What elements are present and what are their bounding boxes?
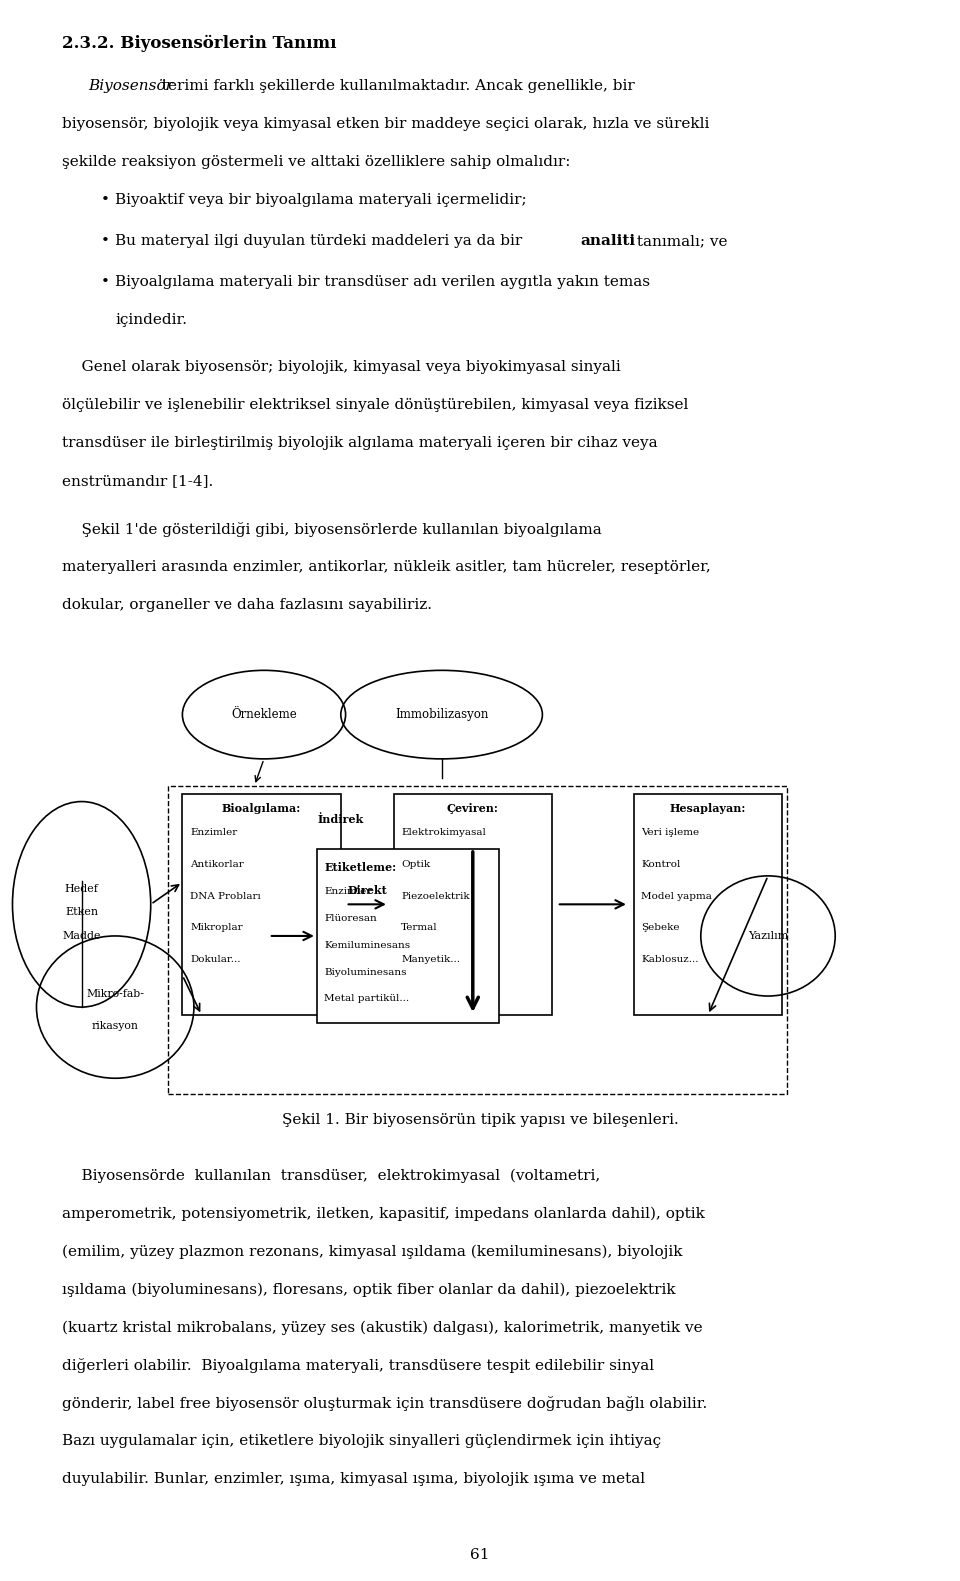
Text: Flüoresan: Flüoresan bbox=[324, 914, 377, 923]
Text: Madde: Madde bbox=[62, 931, 101, 941]
Text: Genel olarak biyosensör; biyolojik, kimyasal veya biyokimyasal sinyali: Genel olarak biyosensör; biyolojik, kimy… bbox=[62, 360, 621, 375]
Text: Termal: Termal bbox=[401, 923, 438, 933]
Text: ölçülebilir ve işlenebilir elektriksel sinyale dönüştürebilen, kimyasal veya fiz: ölçülebilir ve işlenebilir elektriksel s… bbox=[62, 398, 688, 413]
Text: Hesaplayan:: Hesaplayan: bbox=[670, 803, 746, 814]
Text: Etiketleme:: Etiketleme: bbox=[324, 862, 396, 873]
Text: Optik: Optik bbox=[401, 860, 430, 870]
Text: enstrümandır [1-4].: enstrümandır [1-4]. bbox=[62, 474, 214, 489]
Text: Mikro-fab-: Mikro-fab- bbox=[86, 990, 144, 999]
FancyBboxPatch shape bbox=[634, 794, 782, 1015]
Text: •: • bbox=[101, 193, 109, 207]
Text: Piezoelektrik: Piezoelektrik bbox=[401, 892, 469, 901]
Text: Biyosensörde  kullanılan  transdüser,  elektrokimyasal  (voltametri,: Biyosensörde kullanılan transdüser, elek… bbox=[62, 1168, 601, 1183]
Text: transdüser ile birleştirilmiş biyolojik algılama materyali içeren bir cihaz veya: transdüser ile birleştirilmiş biyolojik … bbox=[62, 436, 658, 451]
Text: Metal partikül...: Metal partikül... bbox=[324, 994, 410, 1004]
Text: amperometrik, potensiyometrik, iletken, kapasitif, impedans olanlarda dahil), op: amperometrik, potensiyometrik, iletken, … bbox=[62, 1206, 706, 1221]
Text: Bioalgılama:: Bioalgılama: bbox=[222, 803, 301, 814]
Text: içindedir.: içindedir. bbox=[115, 313, 187, 327]
Text: Biyosensör: Biyosensör bbox=[88, 79, 173, 93]
Text: Biyoalgılama materyali bir transdüser adı verilen aygıtla yakın temas: Biyoalgılama materyali bir transdüser ad… bbox=[115, 275, 650, 289]
Text: şekilde reaksiyon göstermeli ve alttaki özelliklere sahip olmalıdır:: şekilde reaksiyon göstermeli ve alttaki … bbox=[62, 155, 571, 169]
Text: •: • bbox=[101, 275, 109, 289]
Text: Hedef: Hedef bbox=[64, 884, 99, 893]
Text: rikasyon: rikasyon bbox=[92, 1021, 138, 1031]
Text: Mikroplar: Mikroplar bbox=[190, 923, 243, 933]
Text: Manyetik...: Manyetik... bbox=[401, 955, 460, 964]
Text: duyulabilir. Bunlar, enzimler, ışıma, kimyasal ışıma, biyolojik ışıma ve metal: duyulabilir. Bunlar, enzimler, ışıma, ki… bbox=[62, 1472, 645, 1486]
Text: analiti: analiti bbox=[581, 234, 636, 248]
FancyBboxPatch shape bbox=[168, 786, 787, 1094]
Text: Şebeke: Şebeke bbox=[641, 923, 680, 933]
Text: Veri işleme: Veri işleme bbox=[641, 828, 700, 838]
Text: materyalleri arasında enzimler, antikorlar, nükleik asitler, tam hücreler, resep: materyalleri arasında enzimler, antikorl… bbox=[62, 560, 711, 574]
Text: Immobilizasyon: Immobilizasyon bbox=[395, 708, 489, 721]
Text: tanımalı; ve: tanımalı; ve bbox=[632, 234, 727, 248]
FancyBboxPatch shape bbox=[394, 794, 552, 1015]
Text: 61: 61 bbox=[470, 1548, 490, 1562]
Text: Kemiluminesans: Kemiluminesans bbox=[324, 941, 411, 950]
Text: Antikorlar: Antikorlar bbox=[190, 860, 244, 870]
Text: 2.3.2. Biyosensörlerin Tanımı: 2.3.2. Biyosensörlerin Tanımı bbox=[62, 35, 337, 52]
Text: diğerleri olabilir.  Biyoalgılama materyali, transdüsere tespit edilebilir sinya: diğerleri olabilir. Biyoalgılama materya… bbox=[62, 1358, 655, 1372]
FancyBboxPatch shape bbox=[317, 849, 499, 1023]
Text: (kuartz kristal mikrobalans, yüzey ses (akustik) dalgası), kalorimetrik, manyeti: (kuartz kristal mikrobalans, yüzey ses (… bbox=[62, 1320, 703, 1334]
Text: Elektrokimyasal: Elektrokimyasal bbox=[401, 828, 486, 838]
Text: Model yapma: Model yapma bbox=[641, 892, 712, 901]
Text: Etken: Etken bbox=[65, 907, 98, 917]
Text: dokular, organeller ve daha fazlasını sayabiliriz.: dokular, organeller ve daha fazlasını sa… bbox=[62, 598, 432, 612]
Text: Bu materyal ilgi duyulan türdeki maddeleri ya da bir: Bu materyal ilgi duyulan türdeki maddele… bbox=[115, 234, 527, 248]
Text: Direkt: Direkt bbox=[348, 885, 387, 896]
Text: Dokular...: Dokular... bbox=[190, 955, 241, 964]
Text: terimi farklı şekillerde kullanılmaktadır. Ancak genellikle, bir: terimi farklı şekillerde kullanılmaktadı… bbox=[157, 79, 636, 93]
Text: Biyoluminesans: Biyoluminesans bbox=[324, 968, 407, 977]
Text: biyosensör, biyolojik veya kimyasal etken bir maddeye seçici olarak, hızla ve sü: biyosensör, biyolojik veya kimyasal etke… bbox=[62, 117, 709, 131]
Text: ışıldama (biyoluminesans), floresans, optik fiber olanlar da dahil), piezoelektr: ışıldama (biyoluminesans), floresans, op… bbox=[62, 1282, 676, 1296]
Text: Biyoaktif veya bir biyoalgılama materyali içermelidir;: Biyoaktif veya bir biyoalgılama materyal… bbox=[115, 193, 527, 207]
Text: Kontrol: Kontrol bbox=[641, 860, 681, 870]
Text: Örnekleme: Örnekleme bbox=[231, 708, 297, 721]
Text: Bazı uygulamalar için, etiketlere biyolojik sinyalleri güçlendirmek için ihtiyaç: Bazı uygulamalar için, etiketlere biyolo… bbox=[62, 1434, 661, 1448]
Text: gönderir, label free biyosensör oluşturmak için transdüsere doğrudan bağlı olabi: gönderir, label free biyosensör oluşturm… bbox=[62, 1396, 708, 1410]
Text: Şekil 1'de gösterildiği gibi, biyosensörlerde kullanılan biyoalgılama: Şekil 1'de gösterildiği gibi, biyosensör… bbox=[62, 522, 602, 536]
Text: Çeviren:: Çeviren: bbox=[446, 803, 499, 814]
Text: Enzimler: Enzimler bbox=[190, 828, 237, 838]
Text: İndirek: İndirek bbox=[318, 814, 364, 825]
Text: DNA Probları: DNA Probları bbox=[190, 892, 261, 901]
Text: •: • bbox=[101, 234, 109, 248]
Text: Şekil 1. Bir biyosensörün tipik yapısı ve bileşenleri.: Şekil 1. Bir biyosensörün tipik yapısı v… bbox=[281, 1113, 679, 1127]
Text: Yazılım: Yazılım bbox=[748, 931, 788, 941]
FancyBboxPatch shape bbox=[182, 794, 341, 1015]
Text: Enzimler: Enzimler bbox=[324, 887, 372, 896]
Text: (emilim, yüzey plazmon rezonans, kimyasal ışıldama (kemiluminesans), biyolojik: (emilim, yüzey plazmon rezonans, kimyasa… bbox=[62, 1244, 683, 1258]
Text: Kablosuz...: Kablosuz... bbox=[641, 955, 699, 964]
